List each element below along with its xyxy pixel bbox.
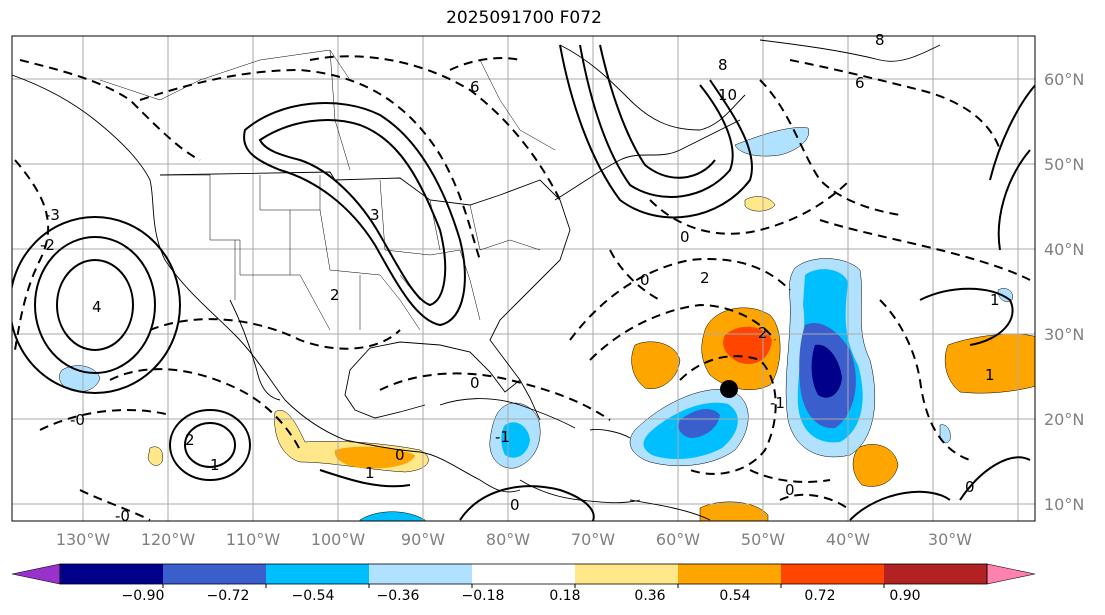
contour-labels: 4 -2 -3 1 2 1 0 0 -1 2 2 0 0 10 8 6 6 8 … (40, 31, 1000, 525)
lon-label: 80°W (486, 530, 530, 549)
negative-anomaly-core (811, 344, 842, 398)
lon-label: 100°W (311, 530, 366, 549)
lon-label: 130°W (56, 530, 111, 549)
solid-contours (12, 44, 1035, 521)
colorbar-segment (60, 564, 163, 584)
colorbar-segment (369, 564, 472, 584)
colorbar-segment (266, 564, 369, 584)
colorbar-segment (575, 564, 678, 584)
map-frame (11, 35, 1036, 522)
coastlines (12, 39, 941, 521)
contour-label: 0 (510, 496, 520, 514)
colorbar-extend-low (11, 563, 61, 585)
colorbar-segment (884, 564, 987, 584)
lon-label: 30°W (928, 530, 972, 549)
colorbar-segments (11, 563, 1036, 585)
lon-label: 120°W (141, 530, 196, 549)
positive-anomaly-region (744, 196, 776, 212)
lon-label: 110°W (226, 530, 281, 549)
contour-label: -1 (495, 428, 510, 446)
contour-label: 3 (370, 206, 380, 224)
colorbar-label: −0.72 (207, 588, 250, 604)
colorbar-label: 0.36 (634, 588, 665, 604)
colorbar-label: 0.72 (804, 588, 835, 604)
contour-label: 1 (210, 456, 220, 474)
colorbar-segment (678, 564, 781, 584)
contour-label: 2 (758, 324, 768, 342)
negative-anomaly-region (359, 511, 426, 521)
colorbar-label: −0.54 (292, 588, 335, 604)
positive-anomaly-core (723, 326, 772, 364)
map-title: 2025091700 F072 (446, 8, 602, 28)
lon-label: 50°W (741, 530, 785, 549)
storm-center-marker (720, 380, 738, 398)
contour-label: 2 (330, 286, 340, 304)
contour-label: 8 (718, 56, 728, 74)
lon-label: 70°W (571, 530, 615, 549)
colorbar: −0.90 −0.72 −0.54 −0.36 −0.18 0.18 0.36 … (11, 563, 1036, 604)
contour-label: -1 (770, 394, 785, 412)
lat-label: 40°N (1044, 240, 1084, 259)
colorbar-label: 0.18 (549, 588, 580, 604)
contour-label: 2 (700, 269, 710, 287)
colorbar-extend-high (986, 563, 1036, 585)
contour-label: 1 (365, 464, 375, 482)
longitude-axis: 130°W 120°W 110°W 100°W 90°W 80°W 70°W 6… (56, 530, 972, 549)
lat-label: 50°N (1044, 155, 1084, 174)
colorbar-segment (781, 564, 884, 584)
lat-label: 10°N (1044, 495, 1084, 514)
colorbar-segment (163, 564, 266, 584)
positive-anomaly-region (852, 444, 899, 487)
colorbar-label: −0.18 (462, 588, 505, 604)
colorbar-label: −0.90 (122, 588, 165, 604)
contour-label: 0 (395, 446, 405, 464)
contour-label: -3 (45, 206, 60, 224)
contour-label: 0 (470, 374, 480, 392)
contour-label: 2 (185, 431, 195, 449)
positive-anomaly-region (944, 333, 1035, 394)
colorbar-ticks (162, 584, 885, 588)
colorbar-labels: −0.90 −0.72 −0.54 −0.36 −0.18 0.18 0.36 … (122, 588, 921, 604)
lat-label: 60°N (1044, 70, 1084, 89)
positive-anomaly-region (147, 446, 163, 466)
colorbar-label: 0.90 (889, 588, 920, 604)
contour-label: 0 (785, 481, 795, 499)
contour-label: -2 (40, 236, 55, 254)
contour-label: 8 (875, 31, 885, 49)
negative-anomaly-region (734, 127, 810, 157)
contour-label: 6 (855, 74, 865, 92)
contour-label: 1 (990, 291, 1000, 309)
contour-label: 6 (470, 78, 480, 96)
colorbar-segment (472, 564, 575, 584)
lat-label: 30°N (1044, 325, 1084, 344)
negative-anomaly-core (678, 408, 720, 438)
gridlines (12, 36, 1035, 521)
contour-label: -0 (70, 411, 85, 429)
shaded-anomaly-fields (59, 127, 1035, 521)
dashed-contours (14, 55, 1031, 521)
colorbar-border (59, 563, 988, 585)
contour-label: 0 (965, 478, 975, 496)
colorbar-label: 0.54 (719, 588, 750, 604)
lon-label: 40°W (826, 530, 870, 549)
positive-anomaly-region (631, 341, 681, 390)
contour-label: 0 (680, 228, 690, 246)
contour-label: 1 (985, 366, 995, 384)
contour-label: 0 (640, 271, 650, 289)
contour-label: 4 (92, 298, 102, 316)
positive-anomaly-core (334, 446, 415, 469)
contour-label: 10 (718, 86, 737, 104)
lon-label: 90°W (401, 530, 445, 549)
lat-label: 20°N (1044, 410, 1084, 429)
contour-label: -0 (115, 507, 130, 525)
colorbar-label: −0.36 (377, 588, 420, 604)
latitude-axis: 60°N 50°N 40°N 30°N 20°N 10°N (1044, 70, 1084, 514)
lon-label: 60°W (656, 530, 700, 549)
